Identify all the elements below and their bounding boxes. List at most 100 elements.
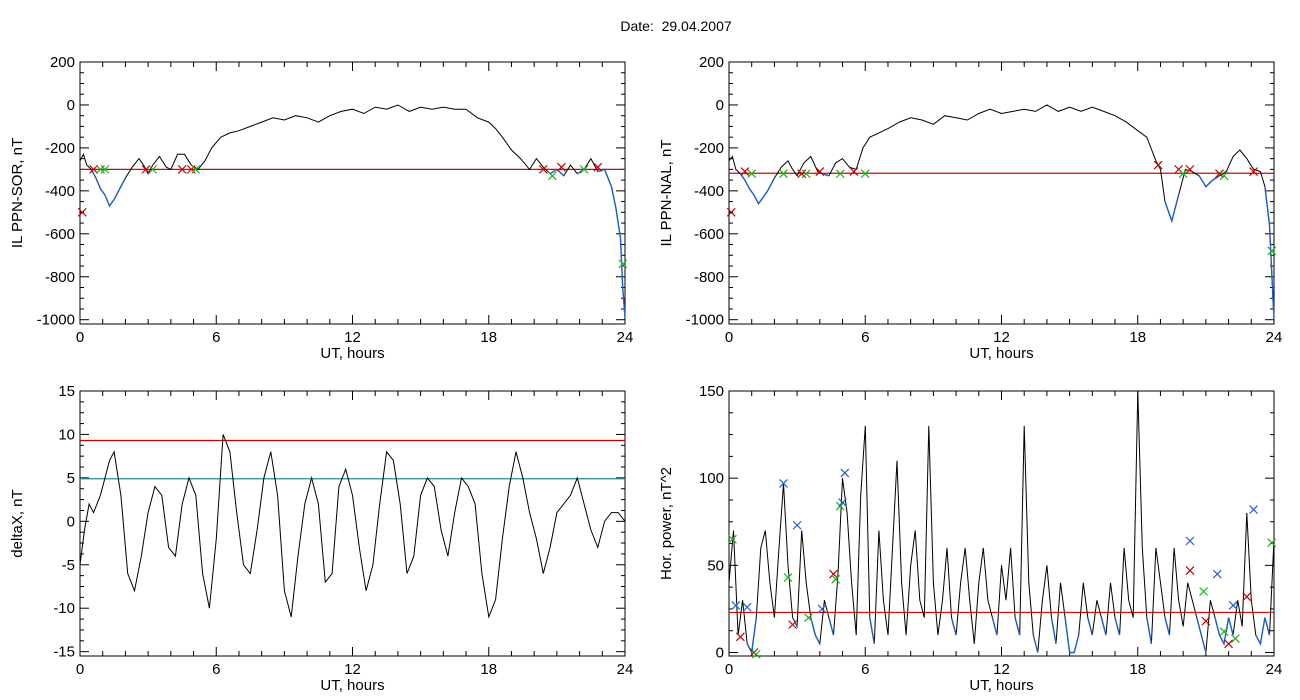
- x-axis-label: UT, hours: [320, 677, 384, 694]
- event-marker: [727, 534, 737, 544]
- y-tick-label: 10: [58, 426, 75, 443]
- event-marker: [1201, 616, 1211, 626]
- chart-panel-il-ppn-sor: 0 6 12 18 24 200 0 -200 -400 -600 -800 -1000 UT, ho…: [9, 54, 633, 362]
- y-tick-label: 0: [716, 97, 724, 114]
- event-marker: [1153, 160, 1163, 170]
- selected-segment: [1198, 175, 1220, 188]
- selected-segment: [1064, 617, 1080, 654]
- event-marker: [731, 601, 741, 610]
- x-tick-label: 6: [861, 661, 869, 678]
- event-marker: [742, 602, 752, 612]
- event-marker: [1219, 627, 1229, 637]
- selected-segment: [549, 168, 565, 177]
- y-tick-label: -5: [62, 557, 75, 574]
- event-marker: [860, 169, 870, 179]
- chart-panel-il-ppn-nal: 0 6 12 18 24 200 0 -200 -400 -600 -800 -1000 UT, ho…: [658, 54, 1282, 362]
- event-marker: [829, 569, 838, 579]
- x-tick-label: 6: [212, 661, 220, 678]
- selected-segment: [1164, 617, 1171, 636]
- selected-segment: [1114, 617, 1121, 636]
- event-marker: [817, 604, 827, 614]
- event-marker: [783, 573, 793, 582]
- event-marker: [89, 164, 99, 174]
- y-tick-label: -15: [53, 644, 75, 661]
- event-marker: [538, 164, 548, 174]
- chart-panel-deltax: 0 6 12 18 24 15 10 5 0 -5 -10 -15 UT, hours deltaX,…: [9, 383, 633, 694]
- selected-segment: [1164, 194, 1180, 224]
- event-marker: [840, 468, 850, 478]
- x-tick-label: 0: [725, 329, 733, 346]
- plot-frame: [79, 390, 626, 657]
- event-marker: [1230, 634, 1240, 643]
- selected-segment: [869, 617, 875, 644]
- event-marker: [148, 164, 158, 174]
- x-tick-label: 24: [1266, 661, 1283, 678]
- event-marker: [740, 167, 750, 176]
- x-tick-label: 24: [1266, 329, 1283, 346]
- event-marker: [1185, 164, 1195, 174]
- event-marker: [815, 167, 825, 176]
- selected-segment: [1214, 617, 1234, 646]
- event-marker: [1242, 592, 1252, 602]
- event-marker: [735, 632, 745, 642]
- series-line: [79, 434, 626, 619]
- event-marker: [751, 649, 761, 659]
- selected-segment: [1264, 186, 1275, 320]
- x-tick-label: 24: [617, 661, 634, 678]
- selected-segment: [810, 617, 821, 645]
- event-marker: [579, 164, 589, 174]
- x-tick-label: 12: [344, 661, 361, 678]
- selected-segment: [1255, 617, 1271, 646]
- event-marker: [726, 207, 736, 217]
- y-axis-label: IL PPN-NAL, nT: [658, 140, 675, 247]
- event-marker: [177, 164, 187, 174]
- event-marker: [1219, 171, 1229, 181]
- event-marker: [788, 620, 798, 630]
- y-tick-label: 0: [716, 645, 724, 662]
- y-tick-label: 200: [699, 54, 724, 71]
- event-marker: [1249, 505, 1258, 514]
- y-tick-label: 100: [699, 470, 724, 487]
- selected-segment: [1014, 617, 1021, 636]
- series-line: [728, 390, 1275, 655]
- x-tick-label: 0: [76, 661, 84, 678]
- series-line: [79, 104, 626, 318]
- selected-segment: [1146, 617, 1153, 644]
- x-tick-label: 0: [76, 329, 84, 346]
- event-marker: [191, 164, 201, 174]
- event-marker: [1228, 601, 1238, 610]
- y-tick-label: -800: [45, 269, 75, 286]
- y-tick-label: 15: [58, 383, 75, 400]
- plot-frame: [79, 61, 626, 325]
- y-tick-label: 200: [50, 54, 75, 71]
- y-tick-label: 5: [67, 470, 75, 487]
- x-tick-label: 18: [480, 329, 497, 346]
- x-axis-label: UT, hours: [969, 677, 1033, 694]
- y-tick-label: 0: [67, 97, 75, 114]
- selected-segment: [1087, 617, 1093, 636]
- y-axis-label: IL PPN-SOR, nT: [9, 138, 26, 248]
- x-tick-label: 6: [861, 329, 869, 346]
- y-tick-label: 0: [67, 513, 75, 530]
- event-marker: [849, 167, 859, 176]
- y-tick-label: -600: [694, 226, 724, 243]
- event-marker: [1215, 169, 1224, 179]
- y-tick-label: -800: [694, 269, 724, 286]
- selected-segment: [90, 169, 127, 208]
- event-marker: [747, 169, 757, 179]
- plot-frame: [728, 61, 1275, 325]
- series-line: [728, 104, 1275, 320]
- event-marker: [593, 162, 603, 172]
- y-tick-label: -1000: [686, 312, 724, 329]
- x-tick-label: 12: [993, 661, 1010, 678]
- event-marker: [1185, 536, 1195, 546]
- x-tick-label: 18: [1129, 661, 1146, 678]
- event-marker: [77, 207, 87, 217]
- selected-segment: [1050, 617, 1057, 644]
- event-marker: [1178, 169, 1188, 179]
- y-axis-label: Hor. power, nT^2: [658, 467, 675, 580]
- event-marker: [835, 169, 845, 179]
- y-axis-label: deltaX, nT: [9, 489, 26, 557]
- selected-segment: [821, 173, 830, 177]
- event-marker: [1185, 566, 1195, 575]
